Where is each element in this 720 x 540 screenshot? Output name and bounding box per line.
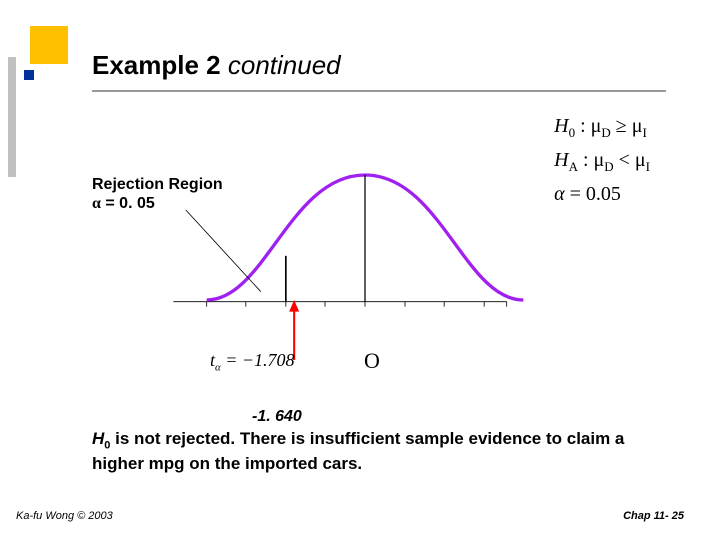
title-sub: continued <box>228 50 341 80</box>
slide-title: Example 2 continued <box>92 50 341 81</box>
hypotheses-block: H0 : μD ≥ μI HA : μD < μI α = 0.05 <box>554 110 650 210</box>
footer-page: Chap 11- 25 <box>623 510 684 522</box>
conclusion-text: H0 is not rejected. There is insufficien… <box>92 428 680 474</box>
accent-gray-bar <box>8 57 16 177</box>
hypothesis-alpha: α = 0.05 <box>554 178 650 210</box>
accent-yellow-box <box>30 26 68 64</box>
test-statistic-value: -1. 640 <box>252 408 302 426</box>
hypothesis-h0: H0 : μD ≥ μI <box>554 110 650 144</box>
accent-blue-box <box>24 70 34 80</box>
normal-curve-chart <box>120 160 560 360</box>
footer-author: Ka-fu Wong © 2003 <box>16 510 113 522</box>
axis-ticks <box>207 302 507 307</box>
origin-label: O <box>364 348 380 374</box>
callout-line <box>186 210 261 292</box>
hypothesis-ha: HA : μD < μI <box>554 144 650 178</box>
t-alpha-label: tα = −1.708 <box>210 350 294 374</box>
title-main: Example 2 <box>92 50 221 80</box>
title-underline <box>92 90 666 92</box>
